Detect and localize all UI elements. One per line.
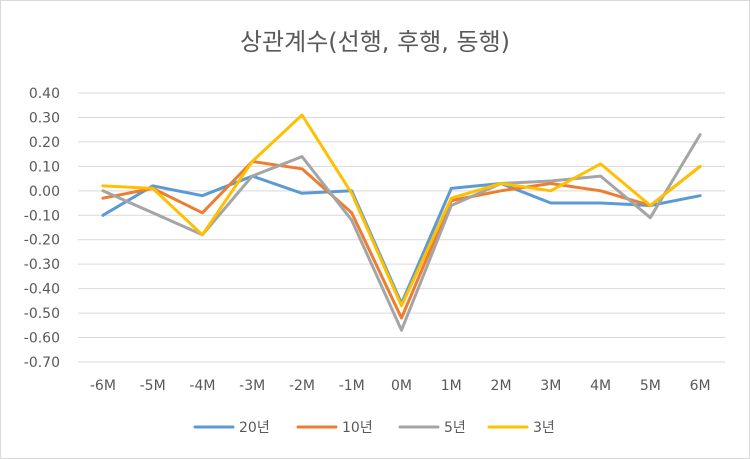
- y-tick-label: -0.10: [24, 208, 60, 224]
- x-tick-label: -2M: [289, 378, 315, 394]
- x-tick-label: 5M: [640, 378, 661, 394]
- y-tick-label: 0.00: [29, 184, 60, 200]
- x-tick-label: -6M: [90, 378, 116, 394]
- series-line-3년: [101, 113, 702, 308]
- x-tick-label: -5M: [140, 378, 166, 394]
- x-tick-label: 2M: [491, 378, 512, 394]
- legend-label: 20년: [239, 420, 270, 436]
- series-line-10년: [101, 160, 702, 320]
- y-tick-label: -0.70: [24, 355, 60, 371]
- y-tick-label: 0.30: [29, 110, 60, 126]
- y-tick-label: 0.20: [29, 135, 60, 151]
- y-tick-label: -0.30: [24, 257, 60, 273]
- x-tick-label: -1M: [339, 378, 365, 394]
- y-tick-label: -0.20: [24, 233, 60, 249]
- y-tick-label: -0.50: [24, 306, 60, 322]
- legend-label: 3년: [533, 420, 555, 436]
- y-tick-label: -0.40: [24, 282, 60, 298]
- y-tick-label: 0.10: [29, 159, 60, 175]
- x-tick-label: 6M: [690, 378, 711, 394]
- x-tick-label: 1M: [441, 378, 462, 394]
- series-lines: [101, 113, 702, 332]
- x-tick-label: -3M: [239, 378, 265, 394]
- x-tick-label: 3M: [540, 378, 561, 394]
- x-tick-label: 4M: [590, 378, 611, 394]
- chart-title: 상관계수(선행, 후행, 동행): [239, 28, 511, 56]
- legend: 20년 10년 5년 3년: [193, 420, 555, 436]
- x-axis-tick-labels: -6M -5M -4M -3M -2M -1M 0M 1M 2M 3M 4M 5M 6M: [90, 378, 711, 394]
- legend-label: 10년: [342, 420, 373, 436]
- gridlines: [78, 92, 725, 363]
- y-axis-tick-labels: 0.40 0.30 0.20 0.10 0.00 -0.10 -0.20 -0.30 -0.40…: [24, 86, 60, 371]
- x-tick-label: -4M: [189, 378, 215, 394]
- x-tick-label: 0M: [391, 378, 412, 394]
- y-tick-label: -0.60: [24, 331, 60, 347]
- y-tick-label: 0.40: [29, 86, 60, 102]
- legend-label: 5년: [444, 420, 466, 436]
